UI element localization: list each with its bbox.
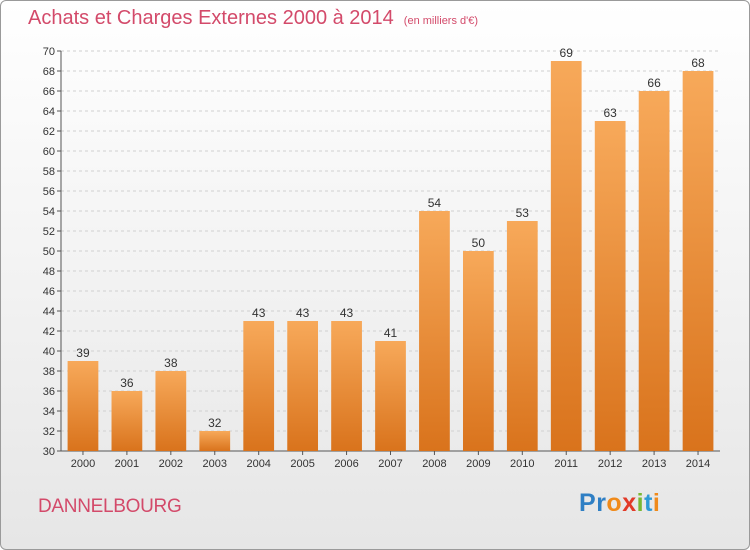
data-label: 63: [603, 106, 617, 120]
data-label: 66: [647, 76, 661, 90]
bar: [419, 211, 450, 451]
bar: [287, 321, 319, 451]
data-label: 39: [76, 346, 90, 360]
y-tick-label: 58: [43, 166, 55, 178]
logo-letter: t: [644, 489, 653, 517]
logo-letter: r: [596, 489, 607, 517]
y-tick-label: 44: [43, 306, 55, 318]
x-tick-label: 2001: [115, 458, 139, 470]
logo-letter: o: [606, 489, 623, 517]
x-tick-label: 2007: [378, 458, 402, 470]
x-tick-label: 2012: [598, 458, 622, 470]
logo-letter: i: [652, 489, 661, 517]
bar: [594, 121, 626, 451]
bar: [331, 321, 362, 451]
y-tick-label: 48: [43, 266, 55, 278]
data-label: 53: [516, 206, 530, 220]
data-label: 36: [120, 376, 134, 390]
data-label: 68: [691, 56, 705, 70]
bar: [506, 221, 538, 451]
bars: [67, 61, 714, 451]
bar: [682, 71, 714, 451]
data-label: 54: [428, 196, 442, 210]
y-tick-label: 56: [43, 186, 55, 198]
y-tick-label: 30: [43, 446, 55, 458]
data-label: 41: [384, 326, 398, 340]
chart-subtitle: (en milliers d'€): [403, 15, 479, 27]
y-tick-label: 34: [43, 406, 55, 418]
y-tick-label: 50: [43, 246, 55, 258]
data-label: 43: [296, 306, 310, 320]
logo-letter: i: [636, 489, 645, 517]
bar: [155, 371, 187, 451]
data-label: 50: [472, 236, 486, 250]
x-tick-label: 2006: [334, 458, 358, 470]
bar: [199, 431, 231, 451]
logo-letter: x: [622, 489, 637, 517]
y-tick-label: 42: [43, 326, 55, 338]
y-tick-label: 40: [43, 346, 55, 358]
bar: [243, 321, 275, 451]
bar: [111, 391, 143, 451]
y-tick-label: 60: [43, 146, 55, 158]
y-tick-label: 66: [43, 86, 55, 98]
x-tick-label: 2010: [510, 458, 534, 470]
data-label: 32: [208, 416, 222, 430]
x-tick-label: 2009: [466, 458, 490, 470]
y-tick-label: 38: [43, 366, 55, 378]
y-tick-label: 46: [43, 286, 55, 298]
chart-title-block: Achats et Charges Externes 2000 à 2014 (e…: [28, 7, 478, 30]
x-tick-label: 2003: [203, 458, 227, 470]
data-label: 38: [164, 356, 178, 370]
x-tick-label: 2008: [422, 458, 446, 470]
x-tick-label: 2002: [159, 458, 183, 470]
bar: [462, 251, 494, 451]
y-tick-label: 32: [43, 426, 55, 438]
x-tick-label: 2000: [71, 458, 95, 470]
y-tick-label: 52: [43, 226, 55, 238]
y-tick-label: 64: [43, 106, 55, 118]
x-tick-label: 2013: [642, 458, 666, 470]
chart-title: Achats et Charges Externes 2000 à 2014: [28, 7, 394, 29]
x-tick-label: 2005: [290, 458, 314, 470]
x-tick-label: 2011: [554, 458, 578, 470]
x-tick-label: 2014: [686, 458, 710, 470]
y-tick-label: 54: [43, 206, 55, 218]
y-tick-label: 68: [43, 66, 55, 78]
x-tick-label: 2004: [246, 458, 270, 470]
bar: [375, 341, 406, 451]
data-label: 69: [560, 46, 574, 60]
data-label: 43: [340, 306, 354, 320]
y-tick-label: 70: [43, 46, 55, 58]
bar: [67, 361, 99, 451]
data-labels: 39 36 38 32 43 43 43 41 54 50 53 69 63 66 68: [76, 46, 705, 430]
y-tick-label: 36: [43, 386, 55, 398]
bar: [550, 61, 582, 451]
logo-letter: P: [579, 489, 597, 517]
proxiti-logo: Proxiti: [579, 489, 660, 518]
data-label: 43: [252, 306, 266, 320]
commune-name: DANNELBOURG: [38, 496, 182, 517]
bar: [638, 91, 670, 451]
y-tick-label: 62: [43, 126, 55, 138]
